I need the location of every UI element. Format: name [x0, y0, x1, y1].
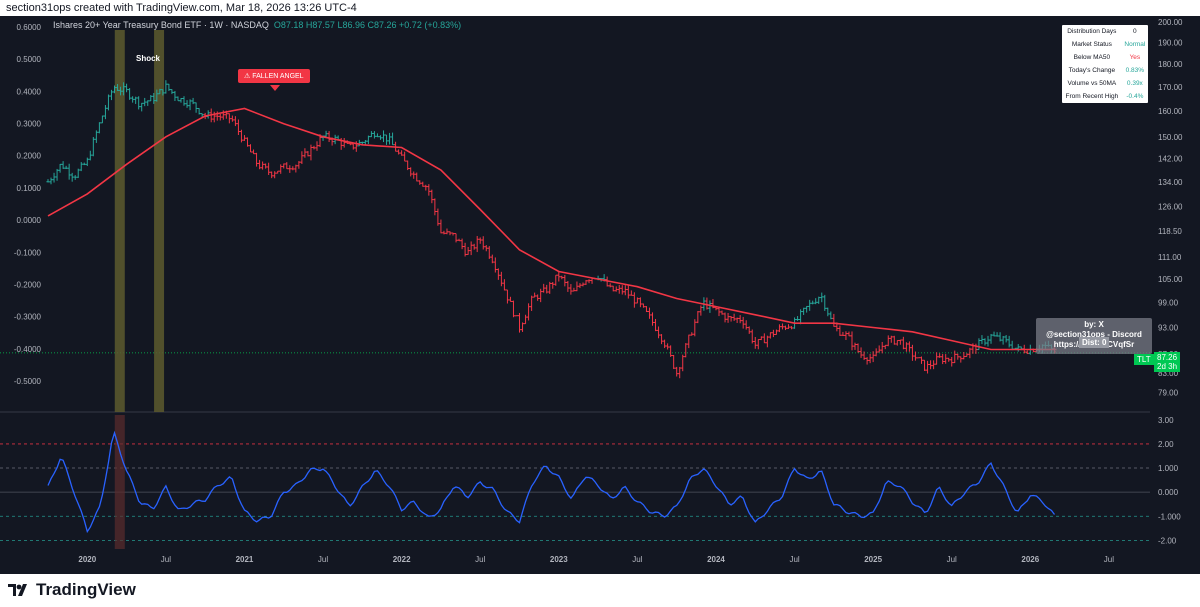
x-axis-tick: Jul [1104, 555, 1114, 564]
change-value: +0.72 (+0.83%) [399, 20, 462, 30]
last-price-badge: 87.26 2d 3h [1154, 352, 1181, 372]
chart-area[interactable]: 0.6000 0.5000 0.4000 0.3000 0.2000 0.1000 0.00… [0, 16, 1200, 574]
left-axis-tick: -0.1000 [14, 248, 42, 257]
x-axis-tick: 2026 [1021, 555, 1039, 564]
osc-axis-tick: 1.000 [1158, 464, 1179, 473]
right-axis-tick: 134.00 [1158, 178, 1183, 187]
right-axis-tick: 111.00 [1158, 253, 1182, 262]
x-axis-tick: Jul [789, 555, 799, 564]
left-axis-tick: 0.6000 [17, 23, 42, 32]
stats-row: Market Status Normal [1062, 38, 1148, 51]
right-axis-tick: 105.00 [1158, 275, 1183, 284]
right-axis-tick: 190.00 [1158, 38, 1183, 47]
osc-axis-tick: 3.00 [1158, 416, 1174, 425]
stats-row: From Recent High -0.4% [1062, 90, 1148, 103]
stats-row: Distribution Days 0 [1062, 25, 1148, 38]
stats-key: From Recent High [1065, 92, 1119, 100]
x-axis-tick: Jul [632, 555, 642, 564]
left-axis-tick: 0.3000 [17, 120, 42, 129]
last-price: 87.26 [1157, 353, 1178, 362]
left-axis-tick: 0.1000 [17, 184, 42, 193]
watermark-bar: section31ops created with TradingView.co… [0, 0, 1200, 16]
right-axis-tick: 93.00 [1158, 323, 1179, 332]
right-axis-tick: 160.00 [1158, 107, 1183, 116]
stats-value: 0.83% [1125, 66, 1145, 74]
x-axis-tick: 2025 [864, 555, 882, 564]
ticker-badge: TLT [1134, 354, 1154, 365]
right-axis-tick: 126.00 [1158, 202, 1183, 211]
x-axis-tick: 2020 [78, 555, 96, 564]
moving-average-line [47, 107, 1057, 351]
x-axis-tick: Jul [475, 555, 485, 564]
left-axis-tick: -0.3000 [14, 313, 42, 322]
shock-band [154, 30, 165, 412]
x-axis-tick: 2021 [236, 555, 254, 564]
right-axis-tick: 170.00 [1158, 83, 1183, 92]
stats-key: Today's Change [1068, 66, 1116, 74]
credit-tooltip: by: X @section31ops - Discord https://di… [1036, 318, 1152, 354]
tooltip-line-1: by: X [1084, 320, 1104, 329]
stats-value: 0 [1133, 27, 1137, 35]
left-axis-tick: -0.2000 [14, 280, 42, 289]
stats-value: -0.4% [1126, 92, 1144, 100]
tradingview-wordmark: TradingView [36, 580, 136, 599]
left-axis-tick: 0.4000 [17, 87, 42, 96]
stats-key: Volume vs 50MA [1067, 79, 1117, 87]
high-value: H87.57 [305, 20, 335, 30]
left-axis-tick: 0.5000 [17, 55, 42, 64]
shock-label: Shock [136, 54, 161, 63]
right-axis-tick: 99.00 [1158, 299, 1179, 308]
right-axis-tick: 118.50 [1158, 227, 1182, 236]
stats-key: Below MA50 [1073, 53, 1111, 61]
tradingview-logo[interactable]: TradingView [8, 580, 136, 600]
tradingview-logo-icon [8, 584, 27, 596]
shock-band [114, 30, 125, 412]
osc-axis-tick: 0.000 [1158, 488, 1179, 497]
bar-countdown: 2d 3h [1157, 362, 1178, 371]
right-axis-tick: 180.00 [1158, 60, 1183, 69]
right-axis-tick: 150.00 [1158, 133, 1183, 142]
right-axis-tick: 83.00 [1158, 369, 1179, 378]
dist-label: Dist: 0 [1079, 337, 1110, 348]
shock-band-osc [114, 415, 125, 549]
osc-axis-tick: -1.000 [1158, 512, 1181, 521]
x-axis-tick: Jul [318, 555, 328, 564]
stats-key: Distribution Days [1067, 27, 1117, 35]
x-axis-tick: 2024 [707, 555, 725, 564]
osc-axis-tick: 2.00 [1158, 440, 1174, 449]
symbol-name: Ishares 20+ Year Treasury Bond ETF · 1W … [53, 20, 269, 30]
right-axis-tick: 142.00 [1158, 155, 1183, 164]
stats-row: Today's Change 0.83% [1062, 64, 1148, 77]
right-axis-tick: 200.00 [1158, 18, 1183, 27]
x-axis-tick: 2022 [393, 555, 411, 564]
left-axis-tick: 0.0000 [17, 216, 42, 225]
left-axis-tick: -0.5000 [14, 377, 42, 386]
x-axis-tick: Jul [947, 555, 957, 564]
symbol-legend[interactable]: Ishares 20+ Year Treasury Bond ETF · 1W … [53, 20, 461, 30]
left-axis-tick: -0.4000 [14, 345, 42, 354]
x-axis-tick: Jul [161, 555, 171, 564]
right-axis-tick: 79.00 [1158, 389, 1179, 398]
stats-row: Volume vs 50MA 0.39x [1062, 77, 1148, 90]
fallen-angel-label: ⚠ FALLEN ANGEL [238, 69, 310, 91]
stats-key: Market Status [1071, 40, 1112, 48]
chart-svg[interactable]: 0.6000 0.5000 0.4000 0.3000 0.2000 0.1000 0.00… [0, 16, 1200, 574]
stats-value: Yes [1129, 53, 1141, 61]
tooltip-line-2: @section31ops - Discord [1046, 330, 1142, 339]
close-value: C87.26 [367, 20, 397, 30]
osc-axis-tick: -2.00 [1158, 536, 1177, 545]
stats-table: Distribution Days 0 Market Status Normal Bel… [1062, 25, 1148, 103]
stats-value: 0.39x [1126, 79, 1143, 87]
low-value: L86.96 [337, 20, 365, 30]
oscillator-line [47, 430, 1056, 534]
open-value: O87.18 [273, 20, 304, 30]
left-axis-tick: 0.2000 [17, 152, 42, 161]
watermark-text: section31ops created with TradingView.co… [6, 2, 357, 14]
stats-value: Normal [1124, 40, 1146, 48]
footer: TradingView [0, 574, 1200, 607]
x-axis-tick: 2023 [550, 555, 568, 564]
stats-row: Below MA50 Yes [1062, 51, 1148, 64]
